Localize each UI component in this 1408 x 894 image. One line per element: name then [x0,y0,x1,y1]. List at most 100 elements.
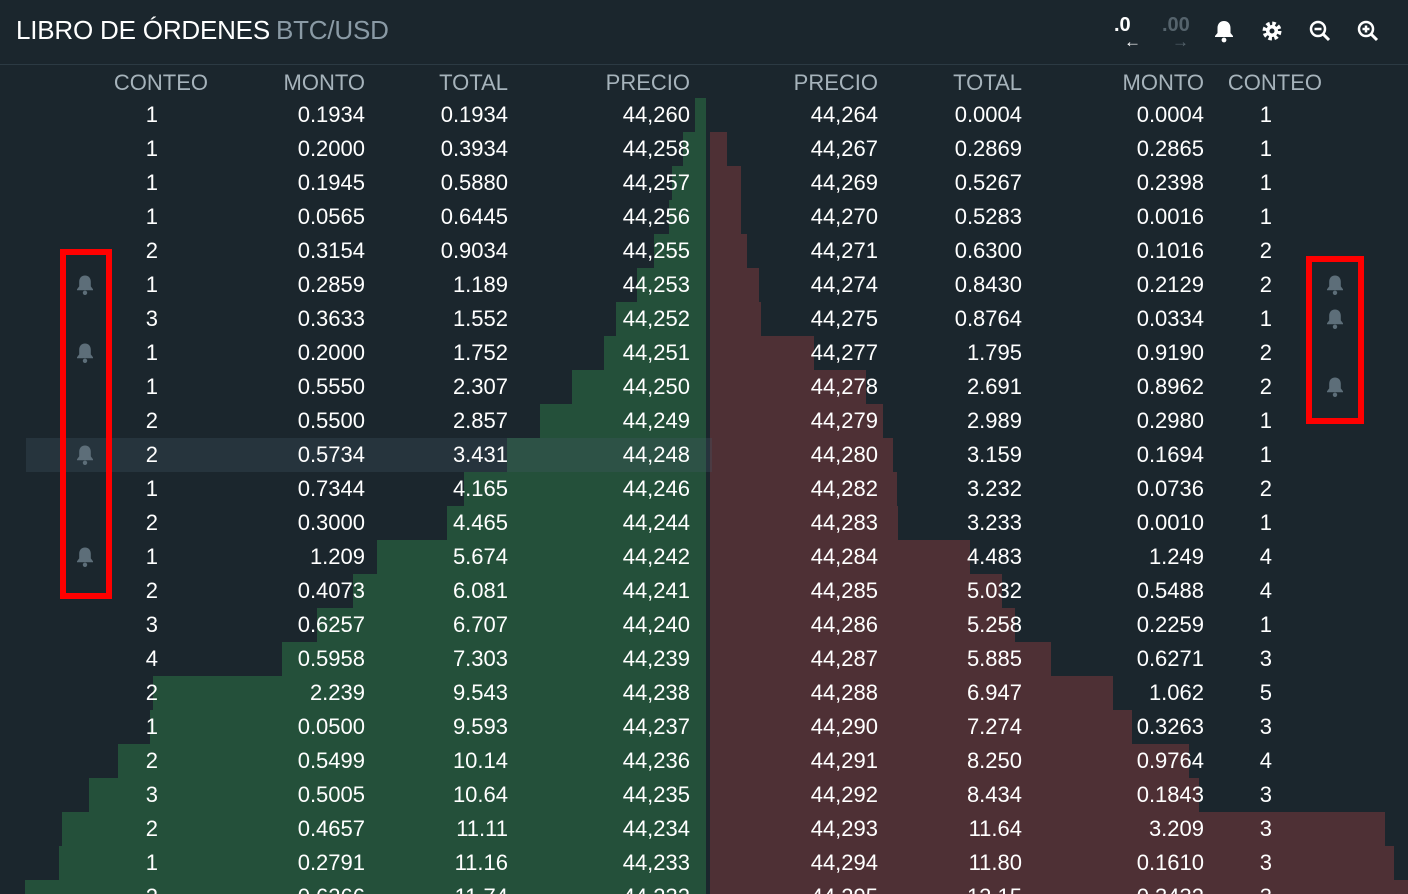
book-row[interactable]: 1 0.7344 4.165 44,246 44,282 3.232 0.0736 2 [0,472,1408,506]
bid-count: 2 [145,442,158,467]
ask-count: 3 [1259,782,1272,807]
bell-icon[interactable] [1324,308,1346,330]
ask-price: 44,271 [810,238,878,263]
ask-amount: 1.249 [1148,544,1204,569]
bid-amount: 0.3633 [297,306,365,331]
bid-depth-bar [88,778,706,812]
ask-price: 44,279 [810,408,878,433]
asks-total-header[interactable]: TOTAL [953,70,1022,95]
zoom-in-button[interactable] [1351,14,1385,48]
bid-depth-bar [683,132,706,166]
bell-icon[interactable] [74,274,96,296]
book-row[interactable]: 1 0.1945 0.5880 44,257 44,269 0.5267 0.2398 1 [0,166,1408,200]
ask-total: 0.8430 [954,272,1022,297]
arrow-left-icon: ← [1124,32,1141,51]
book-row[interactable]: 1 0.0565 0.6445 44,256 44,270 0.5283 0.0016 1 [0,200,1408,234]
book-row[interactable]: 1 0.0500 9.593 44,237 44,290 7.274 0.3263 3 [0,710,1408,744]
book-row[interactable]: 2 0.5499 10.14 44,236 44,291 8.250 0.9764 4 [0,744,1408,778]
bell-icon[interactable] [74,546,96,568]
book-row[interactable]: 2 0.5500 2.857 44,249 44,279 2.989 0.2980 1 [0,404,1408,438]
bid-count: 1 [145,102,158,127]
book-row[interactable]: 2 0.6266 11.74 44,232 44,295 12.15 0.3432 3 [0,880,1408,894]
bid-price: 44,237 [622,714,690,739]
ask-amount: 0.0004 [1136,102,1204,127]
ask-depth-bar [710,880,1408,894]
bid-amount: 0.5005 [297,782,365,807]
book-row[interactable]: 2 0.5734 3.431 44,248 44,280 3.159 0.1694 1 [0,438,1408,472]
ask-amount: 0.8962 [1136,374,1204,399]
book-row[interactable]: 1 1.209 5.674 44,242 44,284 4.483 1.249 4 [0,540,1408,574]
book-row[interactable]: 1 0.2791 11.16 44,233 44,294 11.80 0.1610 3 [0,846,1408,880]
book-row[interactable]: 1 0.2859 1.189 44,253 44,274 0.8430 0.2129 2 [0,268,1408,302]
book-row[interactable]: 2 0.4073 6.081 44,241 44,285 5.032 0.5488 4 [0,574,1408,608]
ask-total: 4.483 [966,544,1022,569]
bids-count-header[interactable]: CONTEO [113,70,208,95]
alerts-button[interactable] [1207,14,1241,48]
bid-depth-bar [25,880,706,894]
book-row[interactable]: 3 0.6257 6.707 44,240 44,286 5.258 0.2259 1 [0,608,1408,642]
bell-icon[interactable] [1324,274,1346,296]
bid-total: 0.1934 [440,102,508,127]
bid-depth-bar [117,744,706,778]
bid-count: 3 [145,612,158,637]
ask-count: 1 [1259,102,1272,127]
bid-price: 44,256 [622,204,690,229]
ask-depth-bar [710,404,884,438]
bell-icon[interactable] [1324,376,1346,398]
ask-amount: 0.9190 [1136,340,1204,365]
bid-depth-bar [671,166,706,200]
bell-icon[interactable] [74,444,96,466]
ask-total: 11.80 [968,850,1022,875]
book-row[interactable]: 2 2.239 9.543 44,238 44,288 6.947 1.062 5 [0,676,1408,710]
ask-price: 44,274 [810,272,878,297]
bids-price-header[interactable]: PRECIO [605,70,690,95]
bid-price: 44,236 [622,748,690,773]
ask-price: 44,295 [750,884,878,894]
asks-amount-header[interactable]: MONTO [1122,70,1204,95]
book-row[interactable]: 2 0.4657 11.11 44,234 44,293 11.64 3.209 3 [0,812,1408,846]
bid-price: 44,255 [622,238,690,263]
bid-amount: 0.2000 [297,340,365,365]
settings-button[interactable] [1255,14,1289,48]
asks-price-header[interactable]: PRECIO [793,70,878,95]
bid-depth-bar [572,370,706,404]
book-row[interactable]: 2 0.3154 0.9034 44,255 44,271 0.6300 0.1016 2 [0,234,1408,268]
book-row[interactable]: 3 0.3633 1.552 44,252 44,275 0.8764 0.0334 1 [0,302,1408,336]
bids-amount-header[interactable]: MONTO [283,70,365,95]
book-row[interactable]: 1 0.2000 1.752 44,251 44,277 1.795 0.9190 2 [0,336,1408,370]
bids-total-header[interactable]: TOTAL [439,70,508,95]
bell-icon[interactable] [74,342,96,364]
zoom-out-button[interactable] [1303,14,1337,48]
bid-count: 1 [145,204,158,229]
bid-price: 44,233 [622,850,690,875]
ask-count: 1 [1259,442,1272,467]
bid-amount: 0.3000 [297,510,365,535]
asks-count-header[interactable]: CONTEO [1227,70,1322,95]
bid-amount: 0.7344 [297,476,365,501]
bid-count: 2 [145,408,158,433]
bid-total: 0.5880 [440,170,508,195]
increase-precision-button[interactable]: .00 → [1158,10,1198,51]
ask-depth-bar [710,268,759,302]
ask-count: 1 [1259,306,1272,331]
bid-total: 10.14 [452,748,508,773]
ask-count: 3 [1259,816,1272,841]
ask-count: 2 [1259,272,1272,297]
book-row[interactable]: 4 0.5958 7.303 44,239 44,287 5.885 0.6271 3 [0,642,1408,676]
decrease-precision-button[interactable]: .0 ← [1110,10,1150,51]
bid-depth-bar [149,710,706,744]
book-row[interactable]: 2 0.3000 4.465 44,244 44,283 3.233 0.0010 1 [0,506,1408,540]
ask-total: 6.947 [966,680,1022,705]
book-row[interactable]: 1 0.2000 0.3934 44,258 44,267 0.2869 0.2865 1 [0,132,1408,166]
ask-depth-bar [710,812,1386,846]
bid-count: 2 [100,884,158,894]
bid-count: 3 [145,782,158,807]
ask-count: 4 [1259,748,1272,773]
book-row[interactable]: 1 0.1934 0.1934 44,260 44,264 0.0004 0.0004 1 [0,98,1408,132]
ask-total: 12.15 [900,884,1022,894]
book-row[interactable]: 3 0.5005 10.64 44,235 44,292 8.434 0.1843 3 [0,778,1408,812]
ask-count: 2 [1259,476,1272,501]
ask-price: 44,267 [810,136,878,161]
ask-total: 1.795 [966,340,1022,365]
book-row[interactable]: 1 0.5550 2.307 44,250 44,278 2.691 0.8962 2 [0,370,1408,404]
